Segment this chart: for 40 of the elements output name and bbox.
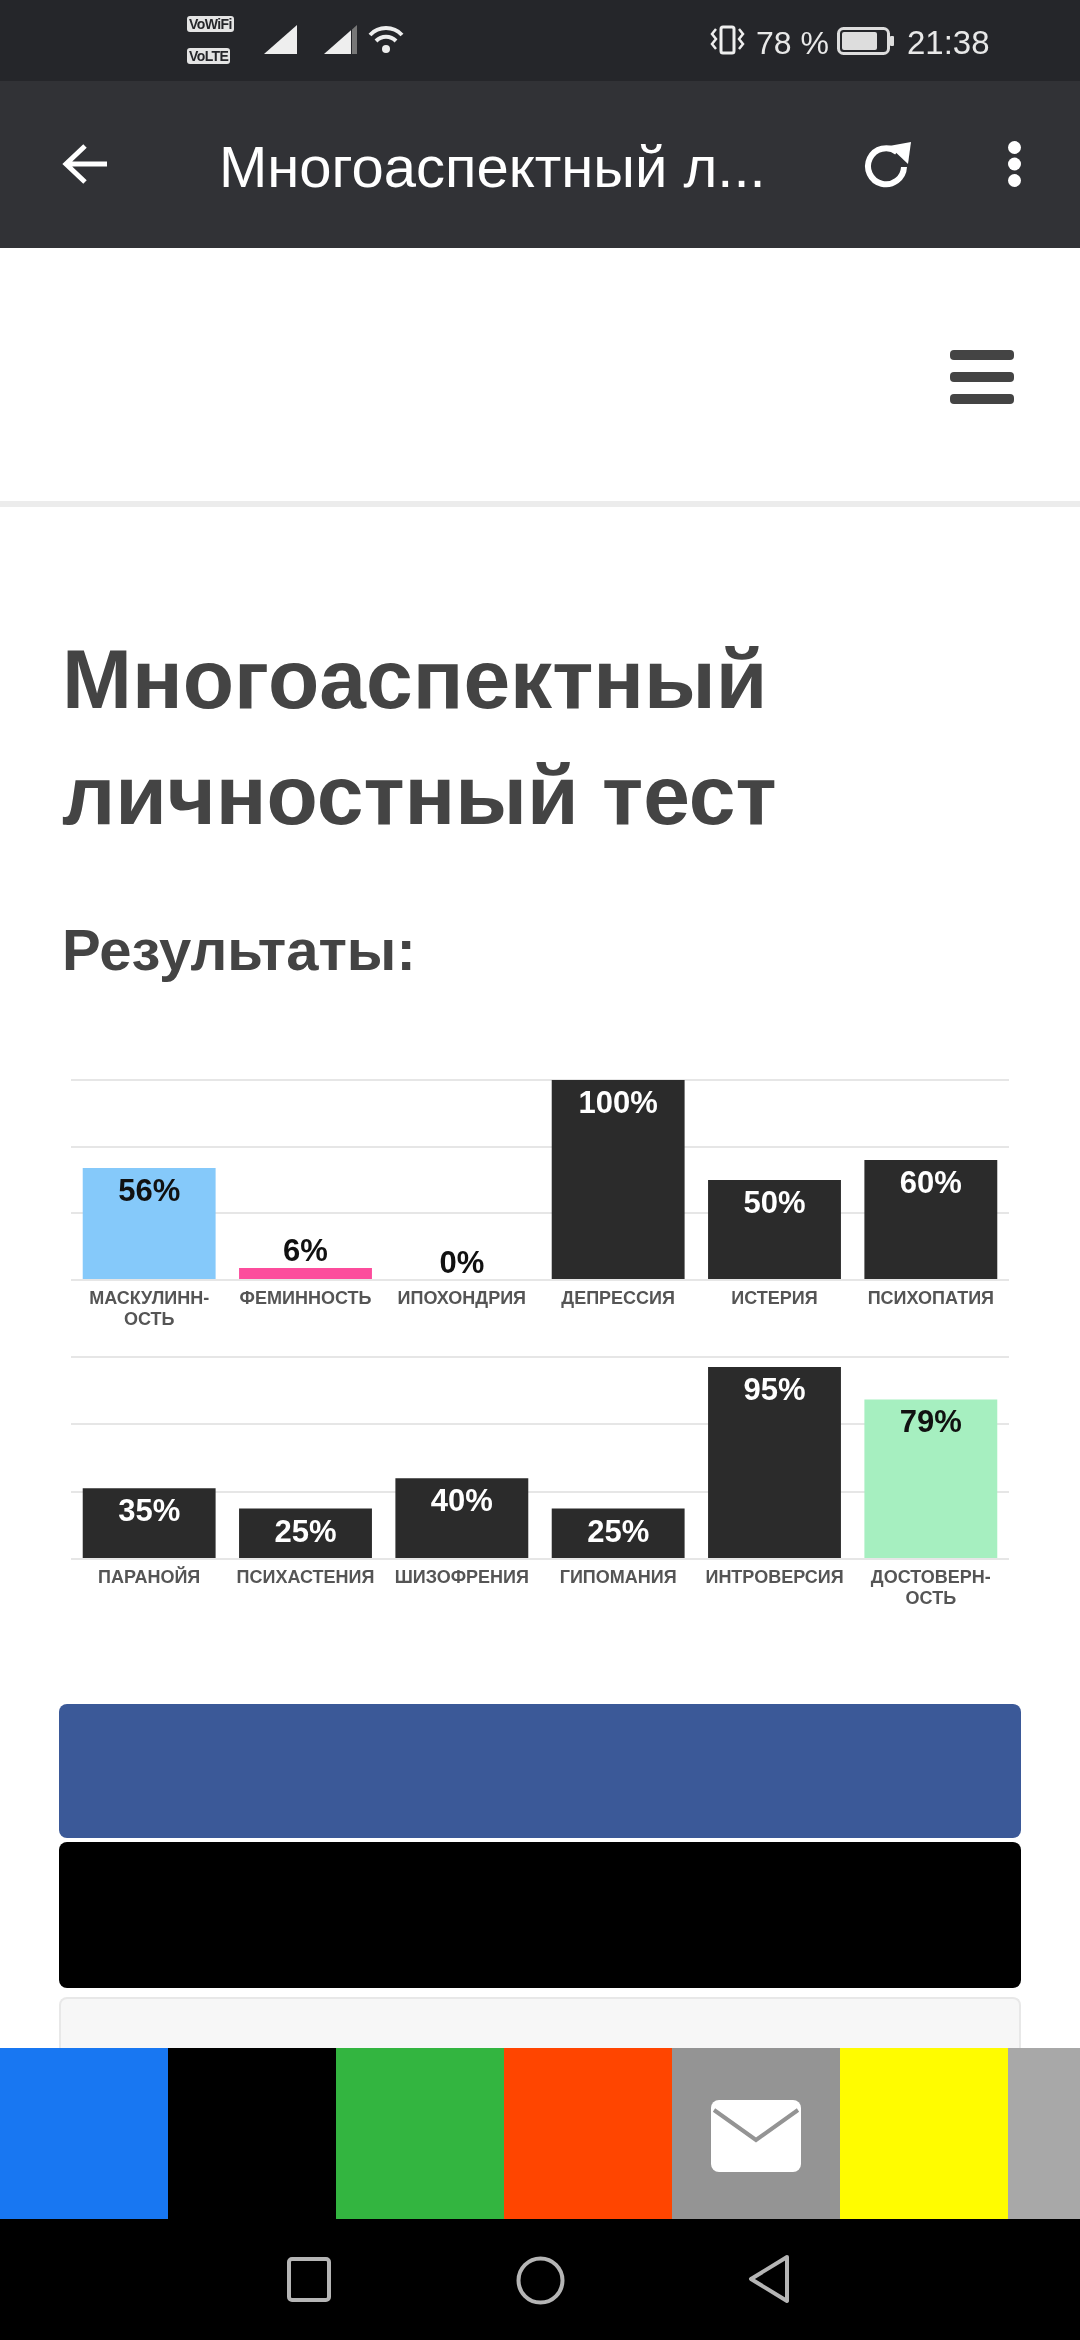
bar xyxy=(551,1080,685,1279)
x-tick-label: ИПОХОНДРИЯ xyxy=(397,1287,527,1308)
bar xyxy=(82,1168,216,1279)
data-label: 50% xyxy=(743,1185,806,1220)
x-tick-label: ФЕМИННОСТЬ xyxy=(239,1287,372,1308)
bar xyxy=(708,1180,841,1279)
bar xyxy=(239,1268,372,1279)
data-label: 95% xyxy=(743,1372,806,1408)
chart-subtitle: Результаты: xyxy=(62,917,416,982)
bar xyxy=(864,1399,998,1558)
data-label: 0% xyxy=(439,1245,485,1280)
x-tick-label: ПСИХАСТЕНИЯ xyxy=(236,1566,375,1587)
text: VoWiFi xyxy=(187,16,234,32)
x-tick-label: МАСКУЛИНН-ОСТЬ xyxy=(89,1287,210,1330)
x-tick-label: ГИПОМАНИЯ xyxy=(559,1566,677,1587)
bar xyxy=(864,1160,998,1279)
bar xyxy=(82,1488,216,1558)
x-tick-label: ИНТРОВЕРСИЯ xyxy=(705,1566,844,1587)
data-label: 25% xyxy=(274,1513,337,1549)
text: 78 % xyxy=(756,25,829,61)
data-label: 6% xyxy=(283,1233,328,1268)
x-tick-label: ДОСТОВЕРН-ОСТЬ xyxy=(870,1566,991,1609)
chart-title: Многоаспектный личностный тест xyxy=(62,631,778,844)
data-label: 79% xyxy=(899,1404,962,1440)
text: Многоаспектный л... xyxy=(219,134,766,199)
x-tick-label: ПАРАНОЙЯ xyxy=(98,1565,201,1587)
x-tick-label: ИСТЕРИЯ xyxy=(731,1287,818,1308)
x-tick-label: ПСИХОПАТИЯ xyxy=(867,1287,994,1308)
data-label: 40% xyxy=(430,1483,493,1519)
data-label: 100% xyxy=(578,1085,658,1120)
x-tick-label: ШИЗОФРЕНИЯ xyxy=(394,1566,529,1587)
data-label: 60% xyxy=(899,1165,962,1200)
x-tick-label: ДЕПРЕССИЯ xyxy=(561,1287,675,1308)
text: 21:38 xyxy=(907,24,990,61)
data-label: 25% xyxy=(587,1513,650,1549)
data-label: 56% xyxy=(118,1173,181,1208)
text: VoLTE xyxy=(187,48,231,64)
data-label: 35% xyxy=(118,1493,181,1529)
bar xyxy=(708,1367,841,1558)
bar xyxy=(395,1478,529,1558)
